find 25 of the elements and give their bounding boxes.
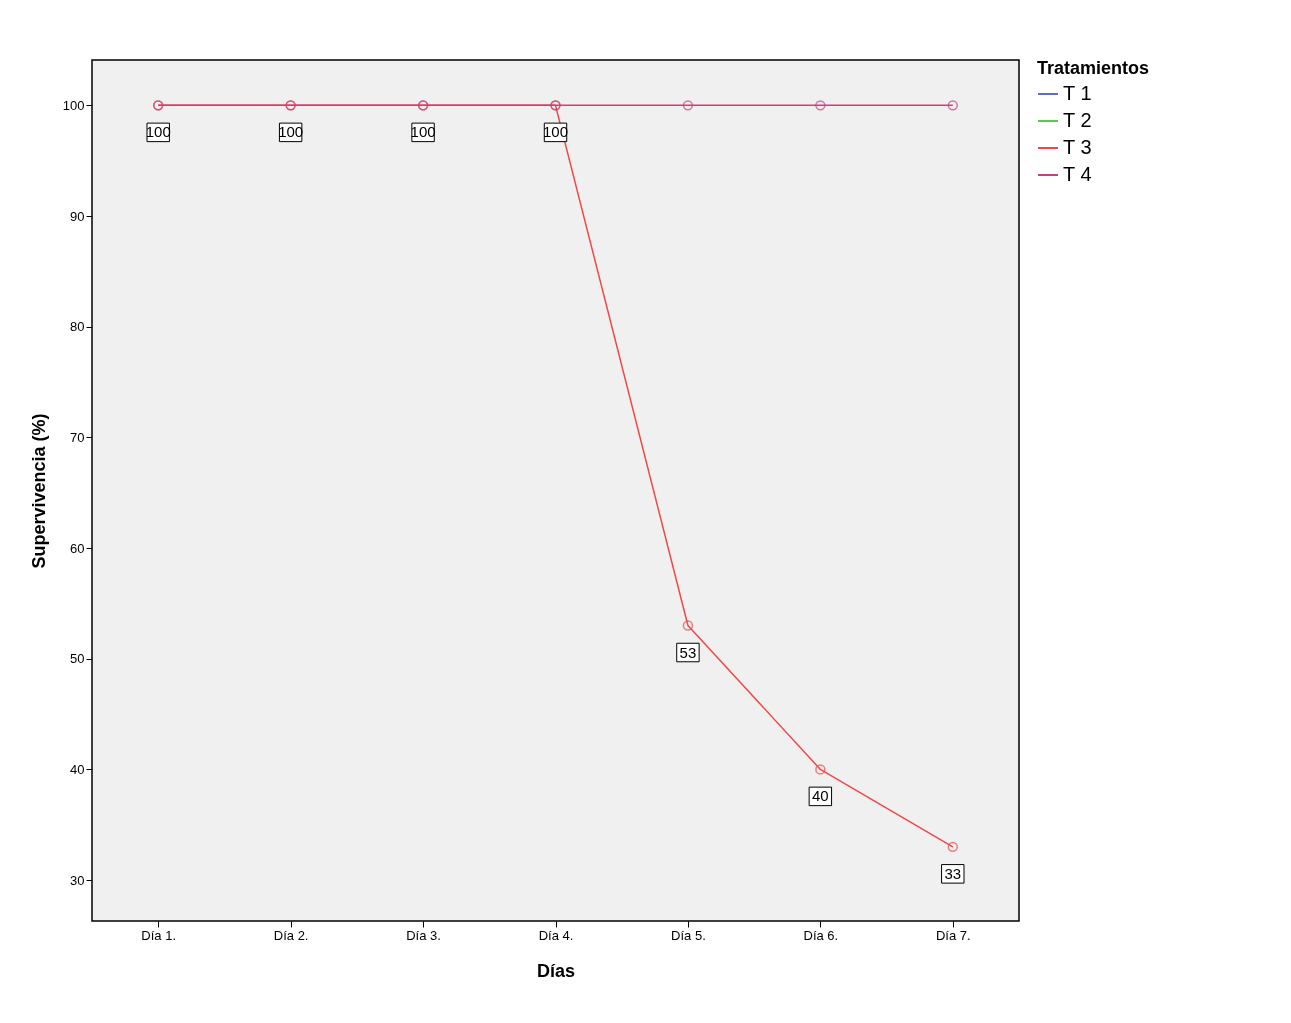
x-tick-label: Día 2. <box>273 927 309 943</box>
data-label: 33 <box>944 864 962 882</box>
x-tick-label: Día 3. <box>406 927 441 943</box>
x-axis-title: Días <box>536 960 576 981</box>
legend-label: T 4 <box>1063 163 1092 185</box>
y-tick-label: 100 <box>62 97 85 113</box>
x-tick-label: Día 1. <box>141 927 177 943</box>
legend-title: Tratamientos <box>1037 58 1150 78</box>
x-tick-label: Día 6. <box>803 927 839 943</box>
data-label: 40 <box>812 787 829 805</box>
y-tick-label: 30 <box>70 872 85 888</box>
legend-label: T 1 <box>1063 82 1092 104</box>
y-tick-label: 80 <box>70 319 85 335</box>
x-tick-label: Día 7. <box>935 927 971 943</box>
y-tick-label: 70 <box>70 429 85 445</box>
y-tick-label: 60 <box>70 540 85 556</box>
y-axis-title: Supervivencia (%) <box>28 413 49 569</box>
x-tick-label: Día 5. <box>671 927 706 943</box>
y-tick-label: 50 <box>70 651 85 667</box>
y-tick-label: 40 <box>70 761 85 777</box>
x-tick-label: Día 4. <box>538 927 574 943</box>
data-label: 53 <box>679 643 697 661</box>
legend-label: T 2 <box>1063 109 1092 131</box>
y-tick-label: 90 <box>70 208 85 224</box>
legend-label: T 3 <box>1063 136 1092 158</box>
